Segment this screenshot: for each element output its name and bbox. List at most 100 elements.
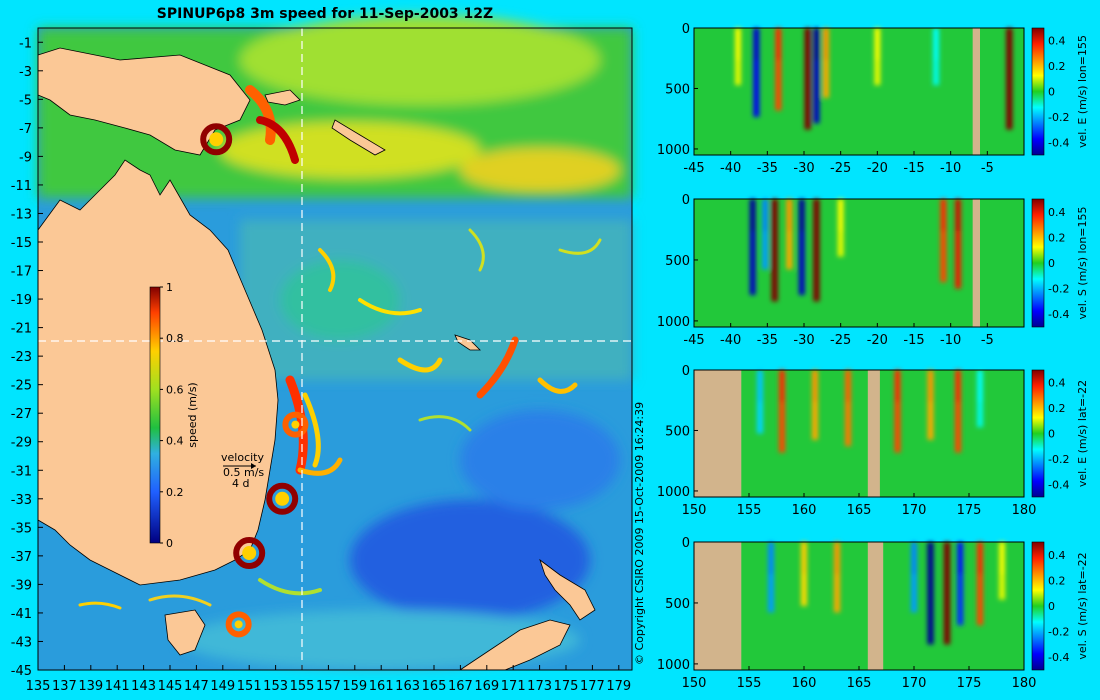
section-column-core — [846, 370, 850, 402]
section-column — [834, 542, 840, 613]
section-land — [867, 542, 884, 670]
section-column-core — [928, 542, 933, 574]
section-x-tick-label: -10 — [940, 161, 961, 176]
map-x-tick-label: 135 — [26, 679, 51, 694]
new-guinea — [37, 47, 251, 156]
section-y-tick-label: 500 — [665, 424, 690, 439]
map-x-tick-label: 145 — [158, 679, 183, 694]
section-features — [757, 370, 983, 453]
section-column-core — [763, 199, 768, 231]
section-column-core — [799, 199, 804, 231]
section-background — [694, 542, 1024, 670]
velocity-legend-time: 4 d — [232, 477, 249, 490]
section-x-tick-label: 175 — [957, 676, 982, 691]
map-x-tick-label: 171 — [501, 679, 526, 694]
section-column-core — [780, 370, 784, 402]
section-column — [798, 199, 805, 295]
eddy-core — [291, 420, 300, 429]
speed-colorbar-fill — [149, 286, 161, 544]
section-column — [894, 370, 901, 453]
section-panels: -45 -40 -35 -30 -25 -20 -15 -10 -5 0 500 1000 0.4 0.2… — [657, 22, 1089, 691]
map-x-tick-label: 159 — [342, 679, 367, 694]
map-x-tick-label: 141 — [105, 679, 130, 694]
section-panel-2: -45 -40 -35 -30 -25 -20 -15 -10 -5 0 500 1000 0.4 0.2… — [657, 193, 1089, 348]
section-x-tick-label: 180 — [1012, 676, 1037, 691]
section-x-tick-label: -35 — [757, 333, 778, 348]
map-y-tick-label: -37 — [11, 550, 32, 565]
speed-colorbar-tick-label: 0.4 — [166, 435, 184, 448]
section-column — [813, 199, 820, 302]
section-y-tick-label: 500 — [665, 254, 690, 269]
map-x-tick-label: 167 — [448, 679, 473, 694]
section-column — [813, 28, 820, 124]
map-x-tick-label: 153 — [263, 679, 288, 694]
section-colorbar-tick-label: 0.2 — [1048, 60, 1066, 73]
velocity-legend: velocity 0.5 m/s 4 d — [221, 451, 264, 490]
section-column-core — [750, 199, 755, 231]
map-y-tick-label: -11 — [11, 179, 32, 194]
section-column-core — [895, 370, 900, 402]
section-x-tick-label: 170 — [902, 676, 927, 691]
section-column — [823, 28, 829, 98]
section-column-core — [736, 28, 740, 60]
map-y-tick-label: -21 — [11, 322, 32, 337]
map-y-tick-label: -25 — [11, 379, 32, 394]
section-column-core — [1007, 28, 1012, 60]
section-column-core — [941, 199, 946, 231]
section-column-core — [769, 542, 773, 574]
eddy-core — [209, 132, 224, 147]
section-column-core — [758, 370, 762, 402]
section-column-core — [978, 370, 982, 402]
section-column — [749, 199, 756, 295]
section-colorbar-tick-label: 0.2 — [1048, 574, 1066, 587]
section-colorbar-tick-label: -0.2 — [1048, 283, 1069, 296]
section-column-core — [838, 199, 843, 231]
section-x-tick-label: -35 — [757, 161, 778, 176]
section-column-core — [814, 199, 819, 231]
section-x-tick-label: 150 — [682, 676, 707, 691]
section-column — [977, 542, 983, 626]
section-column-core — [754, 28, 759, 60]
section-panel-4: 150 155 160 165 170 175 180 0 500 1000 0.4 0.2 0 -0.2… — [657, 536, 1089, 691]
section-features — [749, 199, 961, 302]
section-background — [694, 28, 1024, 155]
map-y-tick-label: -1 — [19, 36, 32, 51]
section-frame — [693, 198, 1025, 328]
section-background — [694, 370, 1024, 497]
map-y-tick-label: -19 — [11, 293, 32, 308]
section-column-core — [934, 28, 938, 60]
map-x-tick-label: 177 — [580, 679, 605, 694]
section-colorbar-tick-label: -0.2 — [1048, 626, 1069, 639]
map-y-tick-label: -31 — [11, 464, 32, 479]
map-x-tick-label: 179 — [606, 679, 631, 694]
section-colorbar-tick-label: 0 — [1048, 600, 1055, 613]
map-panel: SPINUP6p8 3m speed for 11-Sep-2003 12Z 1… — [11, 6, 646, 694]
section-land — [972, 199, 980, 327]
map-x-tick-label: 163 — [395, 679, 420, 694]
map-x-tick-label: 157 — [316, 679, 341, 694]
map-x-tick-label: 169 — [474, 679, 499, 694]
map-y-tick-label: -39 — [11, 578, 32, 593]
tasmania — [164, 609, 206, 656]
section-column — [955, 370, 961, 453]
section-x-tick-label: 165 — [847, 676, 872, 691]
section-column — [771, 199, 778, 302]
section-column-core — [958, 542, 963, 574]
map-frame — [37, 27, 633, 671]
section-colorbar-tick-label: 0.2 — [1048, 231, 1066, 244]
map-y-tick-label: -15 — [11, 236, 32, 251]
section-colorbar-tick-label: -0.4 — [1048, 651, 1069, 664]
section-y-tick-label: 0 — [682, 536, 690, 551]
section-column — [1006, 28, 1013, 130]
section-x-tick-label: -20 — [867, 333, 888, 348]
speed-colorbar-tick-label: 0.2 — [166, 486, 184, 499]
section-column — [786, 199, 793, 270]
section-colorbar-label: vel. S (m/s) lon=155 — [1076, 206, 1089, 319]
section-x-tick-label: 160 — [792, 676, 817, 691]
section-colorbar-tick-label: -0.2 — [1048, 111, 1069, 124]
section-x-tick-label: -5 — [981, 161, 994, 176]
section-column-core — [776, 28, 781, 60]
section-x-tick-label: -25 — [830, 333, 851, 348]
map-x-tick-label: 147 — [184, 679, 209, 694]
map-x-tick-label: 149 — [210, 679, 235, 694]
